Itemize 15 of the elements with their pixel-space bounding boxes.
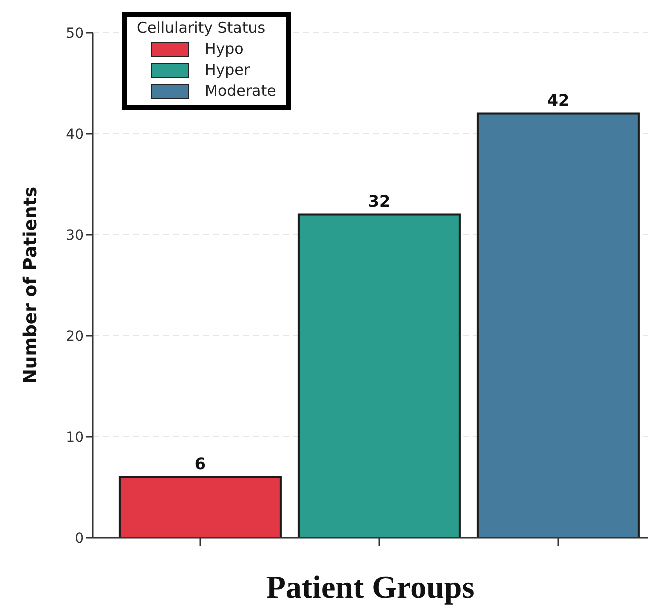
y-tick-label: 10 xyxy=(66,430,84,446)
y-tick-label: 30 xyxy=(66,228,84,244)
x-axis-title: Patient Groups xyxy=(266,569,475,605)
legend-title: Cellularity Status xyxy=(137,19,267,37)
data-label: 42 xyxy=(547,90,570,110)
legend-label: Hypo xyxy=(205,40,244,58)
data-label: 6 xyxy=(194,454,206,474)
y-tick-label: 50 xyxy=(66,26,84,42)
legend-label: Moderate xyxy=(205,82,276,100)
data-label: 32 xyxy=(368,192,391,211)
y-axis-title: Number of Patients xyxy=(20,186,42,384)
y-tick-label: 20 xyxy=(66,328,84,345)
y-tick-label: 0 xyxy=(75,530,84,547)
y-tick-label: 40 xyxy=(66,126,84,143)
legend-label: Hyper xyxy=(205,61,250,79)
